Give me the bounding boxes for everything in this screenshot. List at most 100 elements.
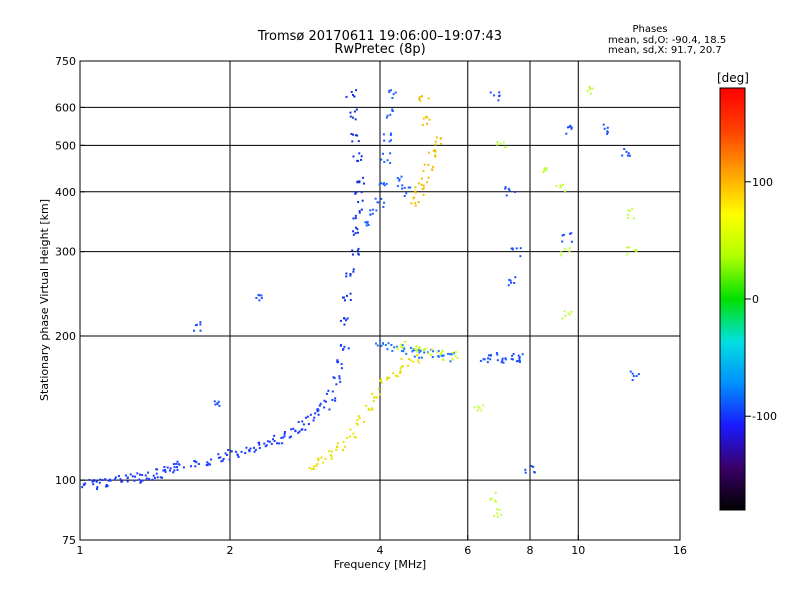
data-point <box>380 378 383 381</box>
data-point <box>399 372 402 375</box>
data-point <box>175 462 178 465</box>
data-point <box>354 192 357 195</box>
data-points <box>81 85 640 518</box>
data-point <box>317 459 320 462</box>
data-point <box>363 182 366 185</box>
data-point <box>375 396 378 399</box>
grid <box>80 61 680 540</box>
data-point <box>380 158 383 161</box>
data-point <box>391 108 394 111</box>
data-point <box>357 159 360 162</box>
data-point <box>354 134 357 137</box>
data-point <box>152 474 155 477</box>
data-point <box>440 142 443 145</box>
data-point <box>420 177 423 180</box>
data-point <box>391 349 394 352</box>
data-point <box>217 400 220 403</box>
x-tick-label: 4 <box>377 544 384 557</box>
data-point <box>626 246 629 249</box>
data-point <box>263 442 266 445</box>
data-point <box>265 444 268 447</box>
data-point <box>255 296 258 299</box>
data-point <box>518 357 521 360</box>
data-point <box>401 344 404 347</box>
data-point <box>335 448 338 451</box>
data-point <box>564 314 567 317</box>
data-point <box>354 191 357 194</box>
data-point <box>396 375 399 378</box>
data-point <box>141 479 144 482</box>
data-point <box>426 181 429 184</box>
data-point <box>352 230 355 233</box>
data-point <box>313 416 316 419</box>
data-point <box>357 247 360 250</box>
data-point <box>206 464 209 467</box>
data-point <box>304 416 307 419</box>
data-point <box>415 350 418 353</box>
data-point <box>621 154 624 157</box>
data-point <box>297 431 300 434</box>
data-point <box>349 292 352 295</box>
data-point <box>424 347 427 350</box>
data-point <box>588 85 591 88</box>
data-point <box>435 136 438 139</box>
data-point <box>228 458 231 461</box>
data-point <box>221 459 224 462</box>
data-point <box>356 134 359 137</box>
data-point <box>588 86 591 89</box>
data-point <box>561 317 564 320</box>
data-point <box>632 375 635 378</box>
data-point <box>422 117 425 120</box>
data-point <box>501 359 504 362</box>
data-point <box>419 99 422 102</box>
data-point <box>282 436 285 439</box>
data-point <box>496 140 499 143</box>
data-point <box>354 217 357 220</box>
data-point <box>517 360 520 363</box>
data-point <box>280 436 283 439</box>
data-point <box>565 132 568 135</box>
data-point <box>396 347 399 350</box>
data-point <box>422 187 425 190</box>
data-point <box>376 344 379 347</box>
data-point <box>346 317 349 320</box>
data-point <box>129 473 132 476</box>
data-point <box>199 321 202 324</box>
data-point <box>318 404 321 407</box>
data-point <box>248 450 251 453</box>
data-point <box>385 182 388 185</box>
data-point <box>626 154 629 157</box>
data-point <box>148 477 151 480</box>
y-tick-label: 200 <box>55 330 76 343</box>
data-point <box>606 132 609 135</box>
data-point <box>324 457 327 460</box>
data-point <box>418 361 421 364</box>
data-point <box>524 471 527 474</box>
x-tick-label: 1 <box>77 544 84 557</box>
data-point <box>379 339 382 342</box>
data-point <box>328 408 331 411</box>
y-tick-label: 750 <box>55 55 76 68</box>
data-point <box>391 97 394 100</box>
data-point <box>335 383 338 386</box>
y-tick-label: 600 <box>55 101 76 114</box>
data-point <box>173 466 176 469</box>
data-point <box>414 190 417 193</box>
data-point <box>361 199 364 202</box>
data-point <box>398 179 401 182</box>
data-point <box>422 193 425 196</box>
data-point <box>498 509 501 512</box>
data-point <box>297 420 300 423</box>
data-point <box>404 340 407 343</box>
data-point <box>494 500 497 503</box>
data-point <box>405 192 408 195</box>
data-point <box>497 99 500 102</box>
data-point <box>91 480 94 483</box>
data-point <box>364 221 367 224</box>
data-point <box>489 91 492 94</box>
data-point <box>395 374 398 377</box>
data-point <box>323 406 326 409</box>
data-point <box>440 351 443 354</box>
data-point <box>234 450 237 453</box>
data-point <box>518 359 521 362</box>
